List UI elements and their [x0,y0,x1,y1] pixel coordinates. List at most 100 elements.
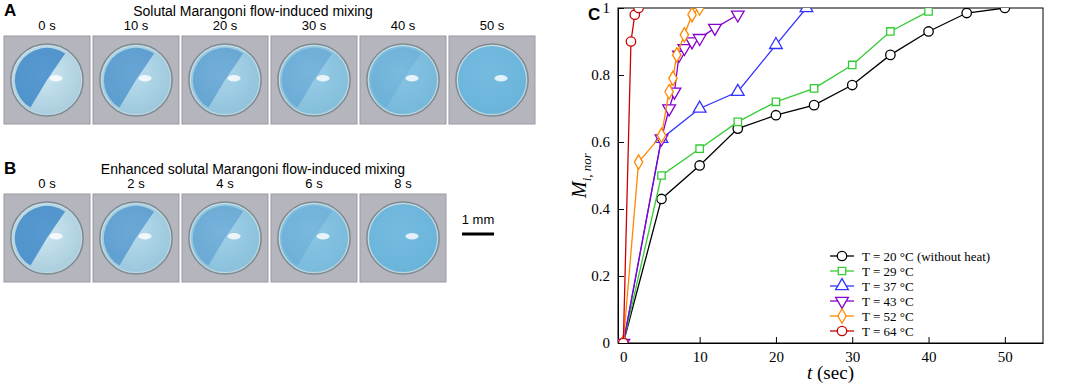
series-line [623,8,806,343]
x-tick-label: 10 [693,349,708,365]
series-marker [810,85,817,92]
highlight [50,233,63,240]
y-tick-label: 0.2 [591,268,610,284]
frame-time: 50 s [480,18,505,33]
highlight [228,233,241,240]
y-tick: 0.2 [591,268,624,284]
y-tick: 0.6 [591,134,624,150]
series-marker [924,27,933,36]
frame-time: 0 s [38,176,56,191]
droplet [11,44,83,116]
dye-patch [193,206,243,266]
droplet [278,202,350,274]
y-axis-title-main: M [568,180,590,199]
panel-title: Solutal Marangoni flow-induced mixing [133,3,373,19]
droplet [100,44,172,116]
series-marker [695,161,704,170]
dye-patch [460,48,510,108]
x-tick: 30 [845,337,860,365]
frame-time: 8 s [394,176,412,191]
highlight [50,75,63,82]
series-marker [800,8,813,12]
series-marker [626,37,635,46]
legend-label: T = 43 °C [862,294,914,309]
y-tick: 0.4 [591,201,624,217]
series-marker [658,172,665,179]
legend-marker [838,267,845,274]
x-tick-label: 0 [620,349,628,365]
series-marker [809,100,818,109]
dye-uniform [458,46,526,114]
x-tick-mark [852,337,853,343]
x-tick: 50 [998,337,1013,365]
highlight [495,75,508,82]
series-marker [731,11,744,22]
photo-frame [4,36,90,124]
series-marker [734,118,741,125]
x-tick-mark [929,337,930,343]
highlight [139,75,152,82]
highlight [228,75,241,82]
frame-time: 4 s [216,176,234,191]
photo-frame [360,36,446,124]
series-marker [962,8,971,17]
series-marker [680,28,688,42]
y-tick-label: 0.6 [591,134,610,150]
dye-uniform [280,204,348,272]
x-tick: 40 [922,337,937,365]
legend-marker [838,309,846,323]
panel-letter: C [588,5,600,24]
series-marker [771,110,780,119]
photo-frame [271,36,357,124]
droplet [189,44,261,116]
y-tick-label: 0.4 [591,201,610,217]
panel-letter: B [4,159,16,178]
dye-patch [15,206,65,266]
dye-uniform [191,46,259,114]
panel-title: Enhanced solutal Marangoni flow-induced … [101,161,405,177]
droplet [367,202,439,274]
scale-bar-label: 1 mm [462,212,495,227]
frame-time: 30 s [302,18,327,33]
photo-panel: B Enhanced solutal Marangoni flow-induced… [4,159,446,282]
droplet [367,44,439,116]
droplet [100,202,172,274]
y-tick-label: 0 [603,335,611,351]
photo-frame [93,194,179,282]
droplet [189,202,261,274]
dye-uniform [369,46,437,114]
photo-frame [449,36,535,124]
droplet [278,44,350,116]
x-axis: 01020304050 [619,337,1044,365]
legend-label: T = 52 °C [862,309,914,324]
photo-frame [93,36,179,124]
frame-time: 0 s [38,18,56,33]
droplet [456,44,528,116]
photo-frame [4,194,90,282]
frame-time: 40 s [391,18,416,33]
photo-frame [360,194,446,282]
y-tick-label: 1 [603,0,611,16]
series-marker [693,34,706,45]
x-tick-label: 50 [998,349,1013,365]
dye-patch [371,206,421,266]
photo-panel: ASolutal Marangoni flow-induced mixing0 … [4,1,535,124]
y-axis: 00.20.40.60.81 [591,0,624,351]
highlight [406,233,419,240]
dye-uniform [191,204,259,272]
legend-label: T = 37 °C [862,279,914,294]
legend-marker [837,326,846,335]
legend-label: T = 64 °C [862,324,914,339]
series-marker [619,338,628,343]
dye-uniform [280,46,348,114]
series-marker [731,84,744,95]
series-marker [886,50,895,59]
frame-time: 6 s [305,176,323,191]
series-marker [657,128,665,142]
series-marker [848,80,857,89]
photo-frame [182,194,268,282]
series-marker [772,98,779,105]
series-marker [1000,8,1009,13]
dye-uniform [13,46,81,114]
legend-label: T = 29 °C [862,264,914,279]
